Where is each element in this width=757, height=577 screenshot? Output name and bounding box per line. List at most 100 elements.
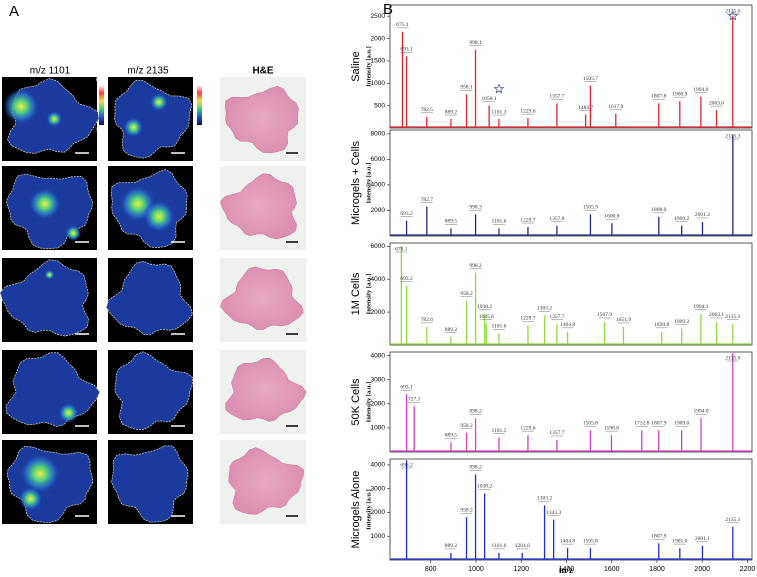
peak-label: 1303.2: [537, 306, 552, 312]
peak-label: 998.2: [469, 263, 482, 269]
peak-label: 693.2: [400, 211, 413, 217]
y-tick-label: 2000: [371, 309, 386, 316]
sample-name: Microgels Alone: [350, 471, 362, 549]
plot-frame: [389, 129, 753, 237]
peak-label: 2135.1: [725, 314, 740, 320]
peak-label: 1909.2: [674, 216, 689, 222]
peak-label: 1045.6: [479, 314, 494, 320]
peak-label: 889.2: [445, 109, 458, 115]
column-header: m/z 1101: [30, 66, 71, 77]
tissue-outline: [113, 79, 193, 159]
peak-label: 1101.6: [492, 543, 507, 549]
peak-label: 1343.3: [546, 510, 561, 516]
peak-label: 1901.0: [672, 538, 687, 544]
plot-frame: [389, 4, 753, 129]
sample-name: Microgels + Cells: [350, 140, 362, 225]
plot-frame: [389, 242, 753, 346]
tissue-section: [225, 85, 299, 154]
peak-label: 1598.8: [604, 425, 619, 431]
panel-b: B Saline Intensity [a.u.]5001000150020002…: [350, 1, 755, 575]
peak-label: 1404.8: [560, 322, 575, 328]
peak-label: 2001.2: [695, 212, 710, 218]
peak-label: 2135.3: [725, 133, 740, 139]
y-tick-label: 4000: [371, 276, 386, 283]
peak-label: 1101.6: [492, 324, 507, 330]
y-tick-label: 3000: [371, 376, 386, 383]
peak-label: 1101.6: [492, 219, 507, 225]
peak-label: 1357.7: [549, 94, 564, 100]
star-marker: [727, 10, 739, 21]
peak-label: 1038.2: [477, 484, 492, 490]
peak-label: 998.3: [469, 205, 482, 211]
hotspot: [65, 225, 82, 242]
peak-label: 1101.3: [491, 109, 506, 115]
peak-label: 1484.7: [578, 105, 593, 111]
peak-label: 998.2: [469, 409, 482, 415]
peak-label: 1505.8: [583, 538, 598, 544]
peak-label: 1994.8: [693, 409, 708, 415]
peak-label: 693.2: [400, 276, 413, 282]
peak-label: 889.2: [445, 327, 458, 333]
peak-label: 958.2: [460, 423, 473, 429]
y-axis-label: Intensity [a.u.]: [365, 382, 372, 423]
hotspot: [28, 187, 61, 220]
hotspot: [46, 111, 63, 127]
tissue-section: [220, 266, 304, 331]
hotspot: [3, 88, 39, 125]
plot-frame: [389, 458, 753, 561]
peak-label: 1101.5: [491, 428, 506, 434]
peak-label: 1229.6: [520, 425, 535, 431]
peak-label: 1807.9: [651, 534, 666, 540]
peak-label: 1600.8: [604, 213, 619, 219]
tissue-section: [220, 173, 297, 240]
peak-label: 675.1: [396, 22, 409, 28]
peak-label: 1900.9: [672, 91, 687, 97]
peak-label: 693.1: [400, 384, 413, 390]
plot-frame: [389, 351, 753, 453]
peak-label: 2063.1: [709, 312, 724, 318]
peak-label: 693.1: [400, 47, 413, 53]
peak-label: 2063.0: [709, 100, 724, 106]
y-axis-label: Intensity [a.u.]: [365, 274, 372, 315]
panel-label: A: [9, 3, 19, 20]
y-tick-label: 4000: [371, 182, 386, 189]
peak-label: 1505.8: [583, 421, 598, 427]
y-axis-label: Intensity [a.u.]: [365, 46, 372, 87]
peak-label: 1357.8: [549, 216, 564, 222]
peak-label: 1229.6: [520, 108, 535, 114]
tissue-outline: [114, 351, 194, 431]
star-marker: [493, 83, 505, 94]
y-tick-label: 6000: [371, 156, 386, 163]
peak-label: 670.1: [395, 246, 408, 252]
peak-label: 1204.6: [515, 543, 530, 549]
colorbar-low-label: Low: [194, 127, 204, 133]
x-tick-label: 800: [425, 566, 437, 573]
x-tick-label: 1600: [604, 566, 620, 573]
tissue-outline: [105, 260, 193, 336]
column-header: m/z 2135: [127, 66, 169, 77]
colorbar-high-label: High: [96, 77, 107, 83]
peak-label: 782.5: [421, 107, 434, 113]
peak-label: 782.7: [421, 197, 434, 203]
x-tick-label: 1200: [513, 566, 529, 573]
peak-label: 1404.8: [560, 538, 575, 544]
peak-label: 1505.9: [583, 205, 598, 211]
y-tick-label: 1000: [371, 80, 386, 87]
y-tick-label: 8000: [371, 131, 386, 138]
y-tick-label: 4000: [371, 352, 386, 359]
hotspot: [150, 93, 168, 112]
peak-label: 1732.8: [634, 421, 649, 427]
peak-label: 1909.0: [674, 421, 689, 427]
peak-label: 2135.1: [725, 517, 740, 523]
x-tick-label: 2200: [740, 566, 756, 573]
hotspot: [44, 269, 55, 280]
peak-label: 1058.1: [482, 96, 497, 102]
peak-label: 958.1: [460, 85, 473, 91]
tissue-section: [228, 447, 304, 515]
peak-label: 1808.0: [651, 207, 666, 213]
y-tick-label: 1000: [371, 533, 386, 540]
peak-label: 998.2: [469, 465, 482, 471]
y-tick-label: 2000: [371, 207, 386, 214]
y-tick-label: 2000: [371, 509, 386, 516]
peak-label: 1505.7: [583, 76, 598, 82]
